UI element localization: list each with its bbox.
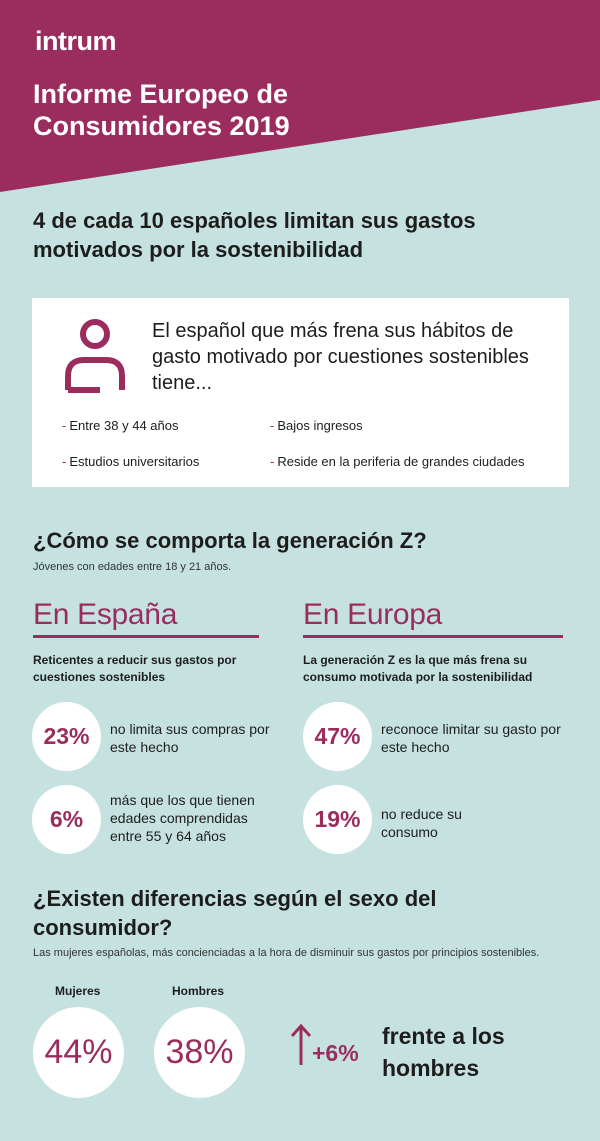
person-icon xyxy=(65,319,125,393)
men-label: Hombres xyxy=(172,984,225,998)
difference-text: frente a los hombres xyxy=(382,1023,505,1081)
bullet-dash: - xyxy=(270,418,275,433)
women-label: Mujeres xyxy=(55,984,101,998)
stat-text: reconoce limitar su gasto por este hecho xyxy=(381,721,561,755)
bullet-dash: - xyxy=(62,454,67,469)
trait-item: - Estudios universitarios xyxy=(62,454,200,469)
genz-subtitle: Jóvenes con edades entre 18 y 21 años. xyxy=(33,561,232,573)
women-stat-circle: 44% xyxy=(33,1007,124,1098)
spain-divider xyxy=(33,635,259,638)
stat-circle: 19% xyxy=(303,785,372,854)
stat-text: no reduce su consumo xyxy=(381,806,462,840)
report-title: Informe Europeo de Consumidores 2019 xyxy=(33,79,290,141)
europe-description: La generación Z es la que más frena su c… xyxy=(303,653,533,684)
profile-card: El español que más frena sus hábitos de … xyxy=(32,298,569,487)
bullet-dash: - xyxy=(270,454,275,469)
profile-lead: El español que más frena sus hábitos de … xyxy=(152,320,529,394)
stat-circle: 6% xyxy=(32,785,101,854)
intrum-logo: intrum xyxy=(35,26,117,56)
europe-title: En Europa xyxy=(303,598,443,631)
headline: 4 de cada 10 españoles limitan sus gasto… xyxy=(33,208,476,262)
spain-title: En España xyxy=(33,598,178,631)
genz-title: ¿Cómo se comporta la generación Z? xyxy=(33,528,427,553)
trait-item: - Reside en la periferia de grandes ciuda… xyxy=(270,454,525,469)
stat-text: no limita sus compras por este hecho xyxy=(110,721,270,755)
men-stat-circle: 38% xyxy=(154,1007,245,1098)
stat-text: más que los que tienen edades comprendid… xyxy=(110,792,255,844)
gender-title: ¿Existen diferencias según el sexo del c… xyxy=(33,886,437,940)
europe-divider xyxy=(303,635,563,638)
stat-circle: 23% xyxy=(32,702,101,771)
header-band xyxy=(0,0,600,192)
trait-item: - Entre 38 y 44 años xyxy=(62,418,179,433)
difference-value: +6% xyxy=(312,1040,359,1066)
stat-circle: 47% xyxy=(303,702,372,771)
gender-subtitle: Las mujeres españolas, más concienciadas… xyxy=(33,947,540,959)
bullet-dash: - xyxy=(62,418,67,433)
spain-description: Reticentes a reducir sus gastos por cues… xyxy=(33,653,237,684)
trait-item: - Bajos ingresos xyxy=(270,418,363,433)
arrow-up-icon xyxy=(290,1023,312,1065)
